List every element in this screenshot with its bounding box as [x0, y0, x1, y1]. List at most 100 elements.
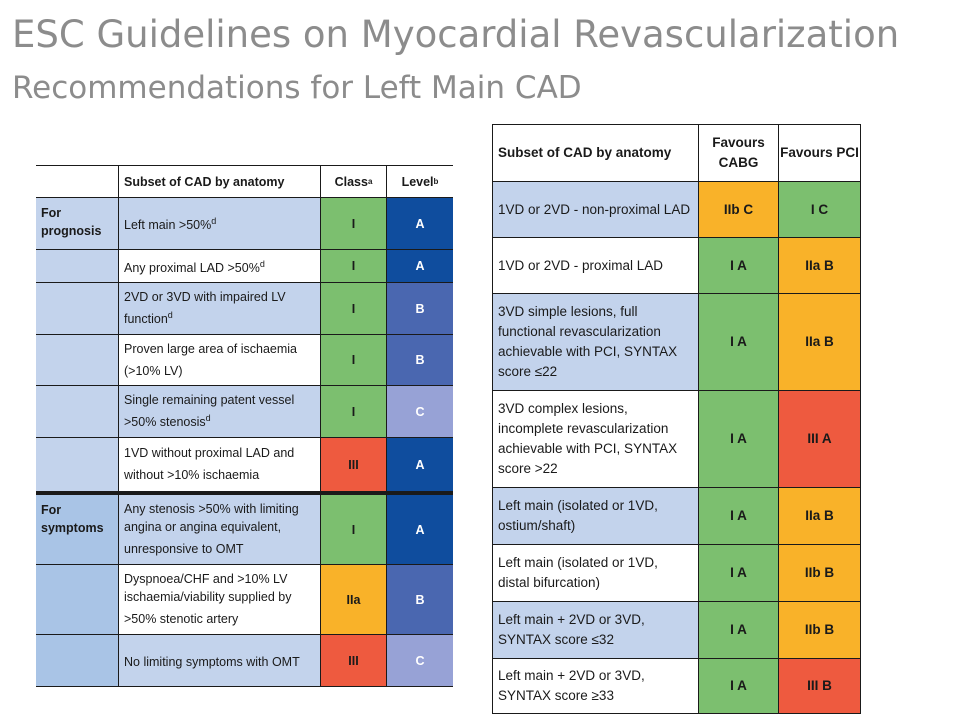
- right-row: 3VD simple lesions, full functional reva…: [493, 294, 861, 391]
- pci-value: IIb B: [804, 565, 835, 580]
- right-header-cabg: Favours CABG: [699, 125, 779, 181]
- level-cell: C: [387, 635, 453, 686]
- cabg-value: I A: [730, 565, 747, 580]
- section-label-prognosis-text: For prognosis: [41, 206, 102, 238]
- right-row: Left main + 2VD or 3VD, SYNTAX score ≥33…: [493, 659, 861, 714]
- pci-cell: IIa B: [779, 238, 861, 293]
- right-row-description: Left main + 2VD or 3VD, SYNTAX score ≤32: [493, 602, 699, 658]
- cabg-cell: IIb C: [699, 182, 779, 237]
- section-spacer: [36, 438, 119, 491]
- left-row: Proven large area of ischaemia (>10% LV)…: [36, 335, 453, 386]
- cabg-cell: I A: [699, 238, 779, 293]
- section-label-prognosis: For prognosis: [36, 198, 119, 249]
- left-header-class: Class a: [321, 166, 387, 197]
- left-row: Dyspnoea/CHF and >10% LV ischaemia/viabi…: [36, 565, 453, 635]
- pci-value: IIa B: [805, 257, 834, 273]
- class-cell: IIa: [321, 565, 387, 634]
- pci-cell: IIb B: [779, 602, 861, 658]
- row-text: 1VD without proximal LAD and without >10…: [124, 446, 295, 483]
- class-cell: I: [321, 495, 387, 564]
- right-row-description: Left main (isolated or 1VD, distal bifur…: [493, 545, 699, 601]
- left-row: 1VD without proximal LAD and without >10…: [36, 438, 453, 492]
- level-value: A: [415, 522, 425, 537]
- level-value: A: [415, 457, 425, 472]
- row-footnote: d: [211, 216, 217, 227]
- right-row: Left main (isolated or 1VD, distal bifur…: [493, 545, 861, 602]
- row-description: No limiting symptoms with OMT: [119, 635, 321, 686]
- right-header-subset-text: Subset of CAD by anatomy: [498, 145, 672, 160]
- row-description: Proven large area of ischaemia (>10% LV): [119, 335, 321, 385]
- left-row: Single remaining patent vessel >50% sten…: [36, 386, 453, 438]
- pci-value: III A: [807, 431, 832, 446]
- row-footnote: d: [205, 413, 211, 424]
- right-table-header-row: Subset of CAD by anatomy Favours CABG Fa…: [493, 125, 861, 182]
- class-value: I: [351, 259, 356, 273]
- right-row-description: 3VD simple lesions, full functional reva…: [493, 294, 699, 390]
- row-footnote: d: [167, 310, 173, 321]
- row-description: Any proximal LAD >50%d: [119, 250, 321, 282]
- level-cell: A: [387, 250, 453, 282]
- section-label-symptoms-text: For symptoms: [41, 503, 104, 535]
- row-text: Left main >50%: [124, 218, 212, 233]
- right-row-text: Left main + 2VD or 3VD, SYNTAX score ≥33: [498, 668, 645, 703]
- right-row-text: 1VD or 2VD - non-proximal LAD: [498, 201, 691, 217]
- class-value: IIa: [346, 592, 361, 607]
- pci-cell: III B: [779, 659, 861, 713]
- left-row: For prognosis Left main >50%d I A: [36, 198, 453, 250]
- slide-subtitle: Recommendations for Left Main CAD: [12, 70, 582, 106]
- pci-value: I C: [810, 201, 829, 217]
- pci-cell: III A: [779, 391, 861, 487]
- class-value: I: [351, 216, 356, 231]
- cabg-value: IIb C: [723, 201, 754, 217]
- row-text: Any proximal LAD >50%: [124, 261, 260, 276]
- row-description: 2VD or 3VD with impaired LV functiond: [119, 283, 321, 334]
- class-cell: III: [321, 438, 387, 491]
- cabg-cell: I A: [699, 488, 779, 544]
- right-row-text: Left main (isolated or 1VD, distal bifur…: [498, 555, 658, 590]
- right-row-description: Left main + 2VD or 3VD, SYNTAX score ≥33: [493, 659, 699, 713]
- row-text: No limiting symptoms with OMT: [124, 655, 300, 670]
- cabg-cell: I A: [699, 659, 779, 713]
- right-row-text: Left main (isolated or 1VD, ostium/shaft…: [498, 498, 658, 533]
- cabg-cell: I A: [699, 545, 779, 601]
- right-row: 1VD or 2VD - non-proximal LAD IIb C I C: [493, 182, 861, 238]
- left-row: 2VD or 3VD with impaired LV functiond I …: [36, 283, 453, 335]
- level-value: B: [415, 353, 425, 367]
- left-header-level-text: Level: [401, 174, 434, 189]
- cabg-cell: I A: [699, 391, 779, 487]
- right-header-subset: Subset of CAD by anatomy: [493, 125, 699, 181]
- right-row: Left main + 2VD or 3VD, SYNTAX score ≤32…: [493, 602, 861, 659]
- pci-value: IIb B: [804, 622, 835, 637]
- section-spacer: [36, 386, 119, 437]
- class-value: I: [351, 353, 356, 367]
- section-spacer: [36, 565, 119, 634]
- row-description: 1VD without proximal LAD and without >10…: [119, 438, 321, 491]
- level-value: B: [415, 592, 425, 607]
- level-cell: A: [387, 438, 453, 491]
- left-header-subset-text: Subset of CAD by anatomy: [124, 174, 285, 189]
- right-row: 1VD or 2VD - proximal LAD I A IIa B: [493, 238, 861, 294]
- pci-value: III B: [807, 678, 832, 693]
- class-cell: I: [321, 250, 387, 282]
- section-spacer: [36, 335, 119, 385]
- level-value: C: [415, 653, 425, 668]
- left-header-level: Level b: [387, 166, 453, 197]
- right-cabg-vs-pci-table: Subset of CAD by anatomy Favours CABG Fa…: [492, 124, 861, 714]
- level-value: C: [415, 404, 425, 419]
- class-value: I: [351, 404, 356, 419]
- right-row-text: 3VD simple lesions, full functional reva…: [498, 304, 678, 379]
- left-header-level-sup: b: [433, 176, 439, 186]
- cabg-cell: I A: [699, 602, 779, 658]
- row-text: Proven large area of ischaemia (>10% LV): [124, 341, 298, 379]
- level-cell: B: [387, 565, 453, 634]
- class-value: III: [348, 653, 359, 668]
- right-row: Left main (isolated or 1VD, ostium/shaft…: [493, 488, 861, 545]
- row-description: Single remaining patent vessel >50% sten…: [119, 386, 321, 437]
- cabg-value: I A: [730, 431, 747, 446]
- left-row: No limiting symptoms with OMT III C: [36, 635, 453, 687]
- right-row-text: 1VD or 2VD - proximal LAD: [498, 257, 664, 273]
- left-header-class-text: Class: [334, 174, 368, 189]
- cabg-value: I A: [730, 678, 747, 693]
- section-spacer: [36, 250, 119, 282]
- right-row-description: 1VD or 2VD - non-proximal LAD: [493, 182, 699, 237]
